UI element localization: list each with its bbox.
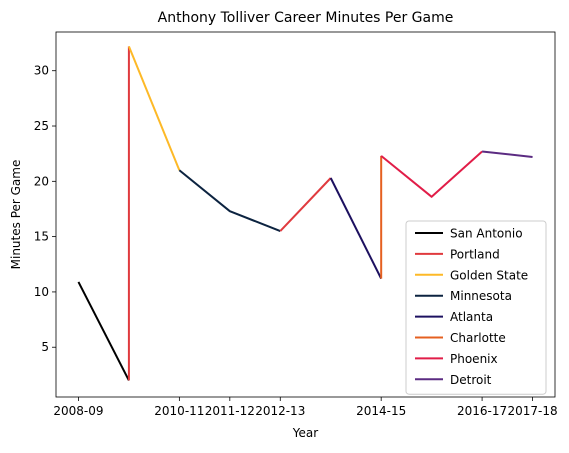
legend-label: Charlotte [450, 331, 506, 345]
series-layer [77, 46, 533, 381]
x-tick-label: 2011-12 [205, 404, 255, 418]
x-axis-title: Year [292, 426, 318, 440]
x-axis-ticks: 2008-09 2010-11 2011-12 2012-13 2014-15 2016-… [53, 397, 558, 418]
legend-label: Phoenix [450, 352, 498, 366]
x-tick-label: 2016-17 [457, 404, 507, 418]
legend-label: Detroit [450, 373, 492, 387]
y-tick-label: 25 [34, 119, 49, 133]
y-tick-label: 30 [34, 64, 49, 78]
legend: San Antonio Portland Golden State Minnesota… [405, 220, 547, 395]
x-tick-label: 2010-11 [154, 404, 204, 418]
series-line-golden-state-2 [127, 46, 181, 171]
legend-label: Golden State [450, 268, 528, 282]
legend-box [405, 220, 547, 395]
x-tick-label: 2014-15 [356, 404, 406, 418]
y-tick-label: 20 [34, 174, 49, 188]
series-line-detroit-8 [481, 150, 533, 158]
x-tick-label: 2012-13 [255, 404, 305, 418]
x-tick-label: 2008-09 [53, 404, 103, 418]
legend-label: San Antonio [450, 227, 523, 241]
chart-title: Anthony Tolliver Career Minutes Per Game [158, 10, 454, 26]
y-axis-title: Minutes Per Game [9, 160, 23, 270]
plot-frame [55, 31, 556, 398]
y-tick-label: 15 [34, 230, 49, 244]
series-line-san-antonio-0 [77, 281, 130, 381]
series-line-minnesota-3 [178, 169, 281, 233]
legend-label: Minnesota [450, 289, 512, 303]
series-line-phoenix-7 [380, 150, 483, 198]
y-tick-label: 10 [34, 285, 49, 299]
y-tick-label: 5 [41, 340, 49, 354]
legend-label: Portland [450, 247, 500, 261]
y-axis-ticks: 5 10 15 20 25 30 [34, 64, 56, 354]
legend-label: Atlanta [450, 310, 493, 324]
series-line-portland-4 [279, 177, 332, 232]
series-line-atlanta-5 [329, 177, 383, 280]
x-tick-label: 2017-18 [507, 404, 557, 418]
